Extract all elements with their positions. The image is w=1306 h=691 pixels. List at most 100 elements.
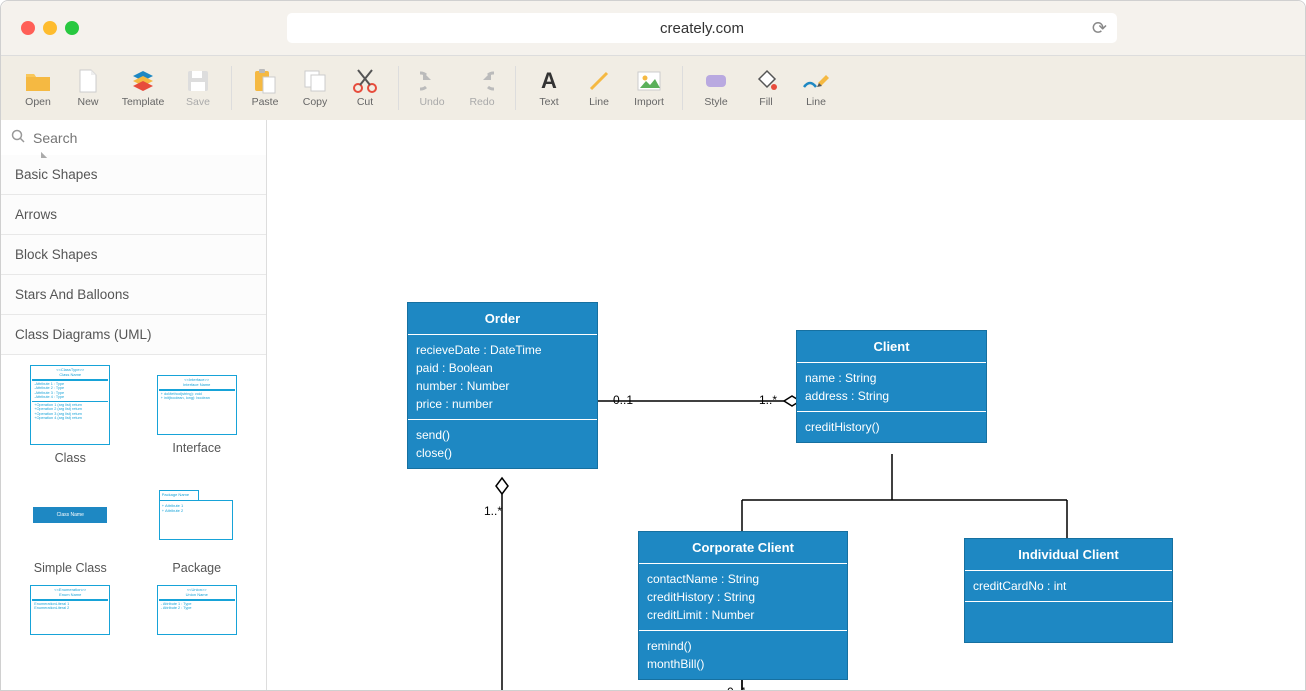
- client-title: Client: [797, 331, 986, 363]
- line-icon: [585, 68, 613, 94]
- order-attr1: recieveDate : DateTime: [416, 341, 589, 359]
- sidebar-cat-basic-shapes[interactable]: Basic Shapes: [1, 155, 266, 195]
- shape-tile-interface[interactable]: <<Interface>>Interface Name + doMethod(s…: [138, 365, 257, 465]
- pencil-line-icon: [802, 68, 830, 94]
- paste-button[interactable]: Paste: [240, 64, 290, 112]
- refresh-icon[interactable]: ⟳: [1092, 18, 1107, 39]
- order-operations: send() close(): [408, 420, 597, 468]
- minimize-window-icon[interactable]: [43, 21, 57, 35]
- new-button[interactable]: New: [63, 64, 113, 112]
- order-op1: send(): [416, 426, 589, 444]
- shape-tile-enum[interactable]: <<Enumeration>>Enum Name EnumerationLite…: [11, 585, 130, 635]
- order-attributes: recieveDate : DateTime paid : Boolean nu…: [408, 335, 597, 420]
- order-attr4: price : number: [416, 395, 589, 413]
- open-label: Open: [25, 96, 51, 108]
- uml-class-corporate-client[interactable]: Corporate Client contactName : String cr…: [638, 531, 848, 680]
- close-window-icon[interactable]: [21, 21, 35, 35]
- interface-thumb: <<Interface>>Interface Name + doMethod(s…: [157, 375, 237, 435]
- copy-button[interactable]: Copy: [290, 64, 340, 112]
- label-0-1: 0..1: [613, 393, 633, 407]
- folder-icon: [24, 68, 52, 94]
- package-tile-label: Package: [172, 561, 221, 575]
- order-title: Order: [408, 303, 597, 335]
- redo-icon: [468, 68, 496, 94]
- import-button[interactable]: Import: [624, 64, 674, 112]
- indiv-attributes: creditCardNo : int: [965, 571, 1172, 602]
- dropdown-icon: ◣: [41, 150, 47, 159]
- fill-button[interactable]: Fill: [741, 64, 791, 112]
- save-label: Save: [186, 96, 210, 108]
- canvas[interactable]: Order recieveDate : DateTime paid : Bool…: [267, 120, 1305, 690]
- sidebar-cat-block-shapes[interactable]: Block Shapes: [1, 235, 266, 275]
- client-attr2: address : String: [805, 387, 978, 405]
- undo-label: Undo: [419, 96, 444, 108]
- union-thumb: <<Union>>Union Name - Attribute 1 : Type…: [157, 585, 237, 635]
- shape-tile-union[interactable]: <<Union>>Union Name - Attribute 1 : Type…: [138, 585, 257, 635]
- shape-tile-package[interactable]: Package Name + Attribute 1+ Attribute 2 …: [138, 475, 257, 575]
- corp-attributes: contactName : String creditHistory : Str…: [639, 564, 847, 631]
- corp-attr1: contactName : String: [647, 570, 839, 588]
- maximize-window-icon[interactable]: [65, 21, 79, 35]
- cut-button[interactable]: Cut: [340, 64, 390, 112]
- search-icon: [11, 129, 25, 146]
- indiv-attr1: creditCardNo : int: [973, 577, 1164, 595]
- redo-button[interactable]: Redo: [457, 64, 507, 112]
- cut-icon: [351, 68, 379, 94]
- enum-thumb: <<Enumeration>>Enum Name EnumerationLite…: [30, 585, 110, 635]
- browser-chrome: creately.com ⟳: [1, 1, 1305, 56]
- import-label: Import: [634, 96, 664, 108]
- fill-icon: [752, 68, 780, 94]
- simple-class-tile-label: Simple Class: [34, 561, 107, 575]
- order-attr2: paid : Boolean: [416, 359, 589, 377]
- url-bar[interactable]: creately.com ⟳: [287, 13, 1117, 43]
- order-attr3: number : Number: [416, 377, 589, 395]
- style-button[interactable]: Style: [691, 64, 741, 112]
- corp-attr3: creditLimit : Number: [647, 606, 839, 624]
- style-label: Style: [704, 96, 727, 108]
- save-icon: [184, 68, 212, 94]
- copy-icon: [301, 68, 329, 94]
- paste-icon: [251, 68, 279, 94]
- save-button[interactable]: Save: [173, 64, 223, 112]
- uml-class-order[interactable]: Order recieveDate : DateTime paid : Bool…: [407, 302, 598, 469]
- class-thumb: <<ClassType>>Class Name -Attribute 1 : T…: [30, 365, 110, 445]
- open-button[interactable]: Open: [13, 64, 63, 112]
- template-icon: [129, 68, 157, 94]
- client-attr1: name : String: [805, 369, 978, 387]
- sidebar-cat-class-diagrams[interactable]: Class Diagrams (UML): [1, 315, 266, 355]
- sidebar-cat-arrows[interactable]: Arrows: [1, 195, 266, 235]
- indiv-operations: [965, 602, 1172, 642]
- uml-class-client[interactable]: Client name : String address : String cr…: [796, 330, 987, 443]
- line-label: Line: [589, 96, 609, 108]
- corp-op1: remind(): [647, 637, 839, 655]
- client-op1: creditHistory(): [805, 418, 978, 436]
- label-0-1-b: 0..1: [727, 685, 747, 690]
- client-attributes: name : String address : String: [797, 363, 986, 412]
- template-label: Template: [122, 96, 165, 108]
- url-text: creately.com: [660, 20, 744, 37]
- uml-class-individual-client[interactable]: Individual Client creditCardNo : int: [964, 538, 1173, 643]
- package-thumb: Package Name + Attribute 1+ Attribute 2: [157, 475, 237, 555]
- simple-class-thumb: Class Name: [30, 475, 110, 555]
- corp-op2: monthBill(): [647, 655, 839, 673]
- order-op2: close(): [416, 444, 589, 462]
- shape-tile-simple-class[interactable]: Class Name Simple Class: [11, 475, 130, 575]
- undo-button[interactable]: Undo: [407, 64, 457, 112]
- sidebar: ◣ Basic Shapes Arrows Block Shapes Stars…: [1, 120, 267, 690]
- search-input[interactable]: [33, 130, 256, 146]
- corp-title: Corporate Client: [639, 532, 847, 564]
- line-style-button[interactable]: Line: [791, 64, 841, 112]
- cut-label: Cut: [357, 96, 373, 108]
- shape-grid: <<ClassType>>Class Name -Attribute 1 : T…: [1, 355, 266, 645]
- indiv-title: Individual Client: [965, 539, 1172, 571]
- label-1-star: 1..*: [759, 393, 777, 407]
- template-button[interactable]: Template: [113, 64, 173, 112]
- line-tool-button[interactable]: Line: [574, 64, 624, 112]
- import-icon: [635, 68, 663, 94]
- traffic-lights: [21, 21, 79, 35]
- text-tool-button[interactable]: A Text: [524, 64, 574, 112]
- sidebar-cat-stars-balloons[interactable]: Stars And Balloons: [1, 275, 266, 315]
- fill-label: Fill: [759, 96, 772, 108]
- shape-tile-class[interactable]: <<ClassType>>Class Name -Attribute 1 : T…: [11, 365, 130, 465]
- corp-attr2: creditHistory : String: [647, 588, 839, 606]
